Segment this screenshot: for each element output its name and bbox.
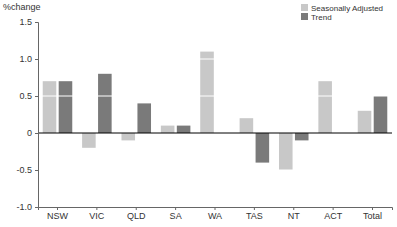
y-axis-line (35, 23, 39, 208)
x-tick: Total (363, 207, 382, 221)
x-tick: VIC (89, 207, 105, 221)
x-tick-mark (254, 207, 255, 210)
grid-line (38, 170, 392, 171)
bar (82, 133, 96, 148)
x-tick: TAS (246, 207, 263, 221)
bar (59, 81, 73, 133)
bar (161, 126, 175, 133)
bars (43, 52, 388, 170)
bar (200, 52, 214, 133)
bar (256, 133, 270, 163)
x-tick-mark (372, 207, 373, 210)
legend-swatch (301, 13, 308, 20)
x-axis: NSW VIC QLD SA WA TAS NT ACT Total (39, 207, 393, 221)
x-tick-mark (136, 207, 137, 210)
y-tick-label: -0.5 (16, 165, 32, 175)
y-axis: -1.0 -0.5 0 0.5 1.0 1.5 (16, 17, 38, 212)
x-tick-mark (96, 207, 97, 210)
y-tick-label: -1.0 (16, 202, 32, 212)
y-tick: 1.5 (19, 17, 38, 27)
bar (43, 81, 57, 133)
x-tick-label: VIC (89, 211, 105, 221)
x-tick: ACT (324, 207, 343, 221)
y-tick-label: 1.5 (19, 17, 32, 27)
y-tick-mark (35, 170, 38, 171)
bar (374, 96, 388, 133)
x-tick-mark (57, 207, 58, 210)
y-tick: 1.0 (19, 54, 38, 64)
x-tick: WA (208, 207, 222, 221)
y-tick-label: 0.5 (19, 91, 32, 101)
x-tick-label: SA (170, 211, 182, 221)
y-tick-mark (35, 207, 38, 208)
y-tick: 0 (27, 128, 38, 138)
x-tick-label: Total (363, 211, 382, 221)
bar (137, 103, 151, 133)
zero-line (38, 133, 392, 134)
grid-line (38, 207, 392, 208)
x-tick: QLD (127, 207, 146, 221)
legend-label: Trend (311, 13, 332, 22)
y-tick-label: 1.0 (19, 54, 32, 64)
x-tick-mark (293, 207, 294, 210)
bar (279, 133, 293, 170)
x-tick-label: WA (208, 211, 222, 221)
y-tick: -0.5 (16, 165, 38, 175)
y-tick-mark (35, 22, 38, 23)
y-tick-label: 0 (27, 128, 32, 138)
x-tick-label: NSW (47, 211, 69, 221)
x-tick: SA (170, 207, 182, 221)
chart: -1.0 -0.5 0 0.5 1.0 1.5 NSW VIC QLD SA WA TAS NT ACT T… (0, 0, 397, 227)
plot: -1.0 -0.5 0 0.5 1.0 1.5 NSW VIC QLD SA WA TAS NT ACT T… (16, 17, 392, 221)
legend: Seasonally AdjustedTrend (301, 4, 383, 22)
bar (295, 133, 309, 140)
legend-swatch (301, 4, 308, 11)
y-tick: 0.5 (19, 91, 38, 101)
y-tick: -1.0 (16, 202, 38, 212)
bar (98, 74, 112, 133)
grid-line (38, 59, 392, 60)
x-tick-label: NT (288, 211, 300, 221)
legend-label: Seasonally Adjusted (311, 4, 383, 13)
bar (318, 81, 332, 133)
grid-line (38, 22, 392, 23)
grid-line (38, 96, 392, 97)
x-tick-label: TAS (246, 211, 263, 221)
x-tick-label: ACT (324, 211, 343, 221)
y-tick-mark (35, 133, 38, 134)
y-tick-mark (35, 96, 38, 97)
x-tick: NSW (47, 207, 69, 221)
bar (358, 111, 372, 133)
x-tick-mark (175, 207, 176, 210)
y-axis-title: %change (3, 2, 41, 12)
bar (240, 118, 254, 133)
bar (121, 133, 135, 140)
x-tick-mark (333, 207, 334, 210)
x-axis-line (39, 208, 393, 211)
bar (177, 126, 191, 133)
x-tick: NT (288, 207, 300, 221)
x-tick-label: QLD (127, 211, 146, 221)
x-tick-mark (215, 207, 216, 210)
y-tick-mark (35, 59, 38, 60)
grid (38, 22, 392, 207)
